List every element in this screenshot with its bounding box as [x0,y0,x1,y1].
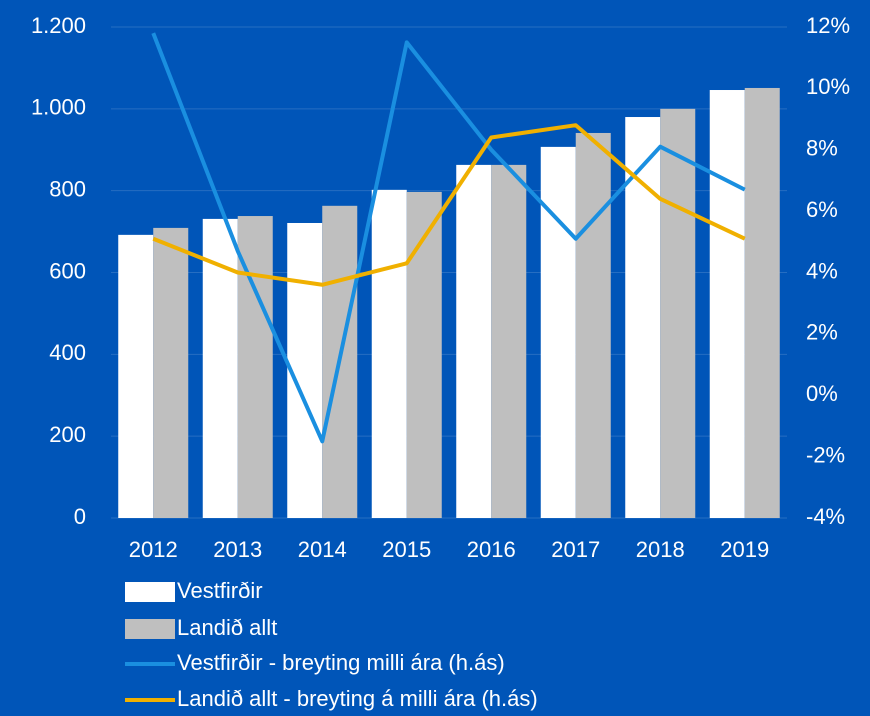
y-tick-label: 1.000 [31,95,86,120]
x-tick-label: 2012 [129,537,178,562]
legend-label: Vestfirðir - breyting milli ára (h.ás) [177,650,505,675]
legend-label: Landið allt - breyting á milli ára (h.ás… [177,686,538,711]
bar [456,164,492,518]
bar [744,87,780,519]
bar [540,146,576,518]
y2-tick-label: -4% [806,504,845,529]
x-tick-label: 2016 [467,537,516,562]
y-tick-label: 400 [49,340,86,365]
x-tick-label: 2014 [298,537,347,562]
legend-swatch [125,582,175,602]
x-tick-label: 2015 [382,537,431,562]
y2-tick-label: 8% [806,136,838,161]
bar [709,90,745,519]
bar [660,108,696,518]
x-tick-label: 2019 [720,537,769,562]
line [152,123,746,287]
y-tick-label: 600 [49,258,86,283]
legend-swatch [125,619,175,639]
legend-label: Vestfirðir [177,578,263,603]
line [151,32,746,444]
x-tick-label: 2013 [213,537,262,562]
bar [491,164,527,518]
bar [406,191,442,518]
y2-tick-label: -2% [806,442,845,467]
bar [118,234,154,518]
y2-tick-label: 12% [806,13,850,38]
x-tick-label: 2017 [551,537,600,562]
x-tick-label: 2018 [636,537,685,562]
bar [153,227,189,519]
y2-tick-label: 6% [806,197,838,222]
bar [287,222,323,518]
y-tick-label: 800 [49,176,86,201]
bar [575,132,611,518]
y-tick-label: 0 [74,504,86,529]
y2-tick-label: 4% [806,258,838,283]
legend-label: Landið allt [177,615,277,640]
y-tick-label: 1.200 [31,13,86,38]
bar [371,189,407,518]
y2-tick-label: 10% [806,74,850,99]
y2-tick-label: 2% [806,320,838,345]
y2-tick-label: 0% [806,381,838,406]
y-tick-label: 200 [49,422,86,447]
